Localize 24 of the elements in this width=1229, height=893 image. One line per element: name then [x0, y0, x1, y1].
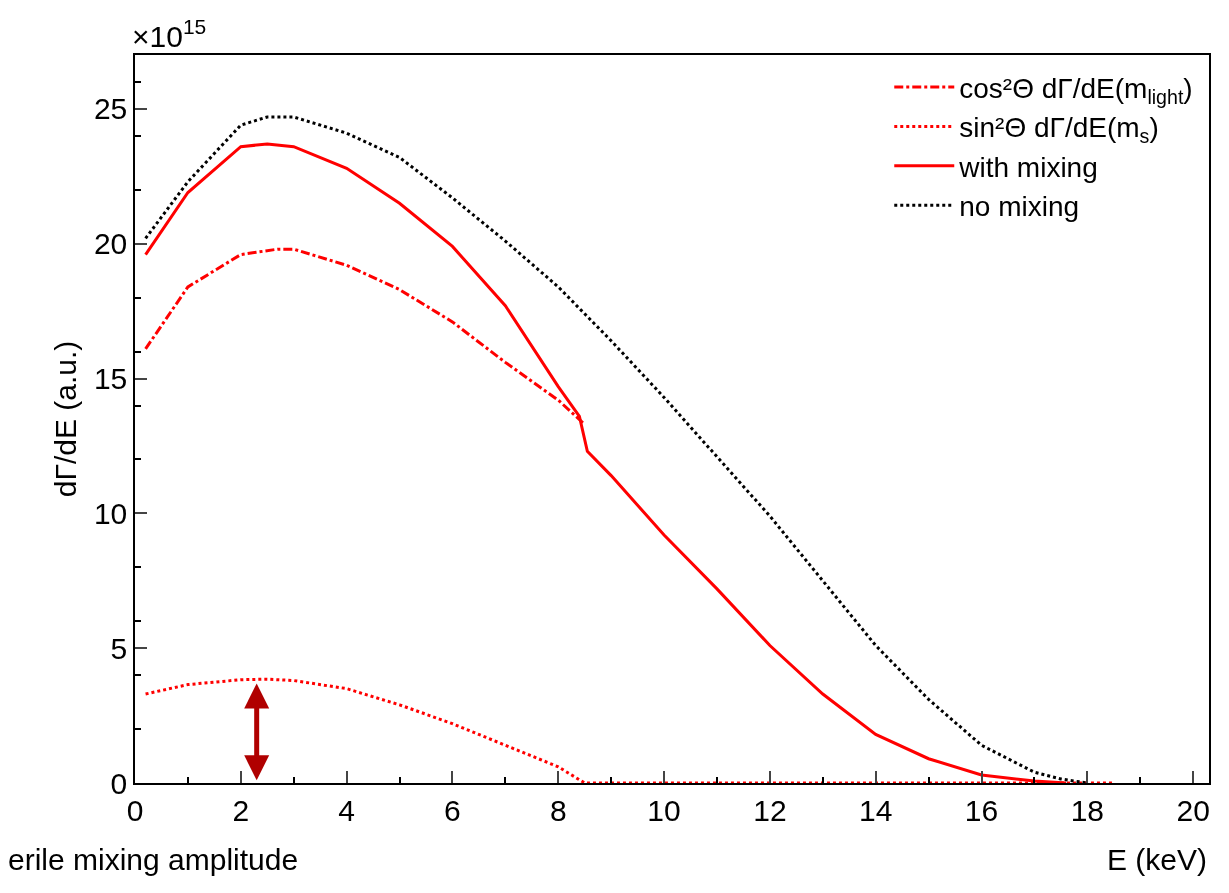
legend-label: with mixing — [958, 151, 1098, 183]
legend-label: sin²Θ dΓ/dE(m$_{s}$) — [959, 112, 1159, 148]
y-tick-label: 15 — [93, 362, 128, 396]
text: erile mixing amplitude — [8, 843, 299, 876]
y-tick-label: 25 — [93, 92, 128, 126]
y-tick-label: 20 — [93, 227, 128, 261]
x-tick-label: 14 — [859, 793, 893, 827]
y-tick-label: 10 — [93, 496, 128, 530]
x-axis-title: E (keV) — [1107, 843, 1208, 876]
legend-label: no mixing — [959, 191, 1080, 223]
x-tick-label: 18 — [1070, 793, 1105, 827]
y-tick-label: 5 — [110, 631, 128, 665]
x-tick-label: 10 — [647, 793, 681, 827]
x-tick-label: 20 — [1176, 793, 1210, 827]
x-tick-label: 2 — [232, 793, 250, 827]
y-tick-label: 0 — [110, 766, 128, 800]
legend-label: cos²Θ dΓ/dE(m$_{light}$) — [959, 72, 1193, 108]
x-tick-label: 12 — [753, 793, 787, 827]
x-tick-label: 6 — [444, 793, 461, 827]
x-tick-label: 8 — [549, 793, 567, 827]
y-axis-title: dΓ/dE (a.u.) — [49, 340, 83, 498]
x-tick-label: 4 — [338, 793, 355, 827]
text: ×10$^{15}$ — [132, 15, 207, 53]
x-tick-label: 16 — [964, 793, 999, 827]
